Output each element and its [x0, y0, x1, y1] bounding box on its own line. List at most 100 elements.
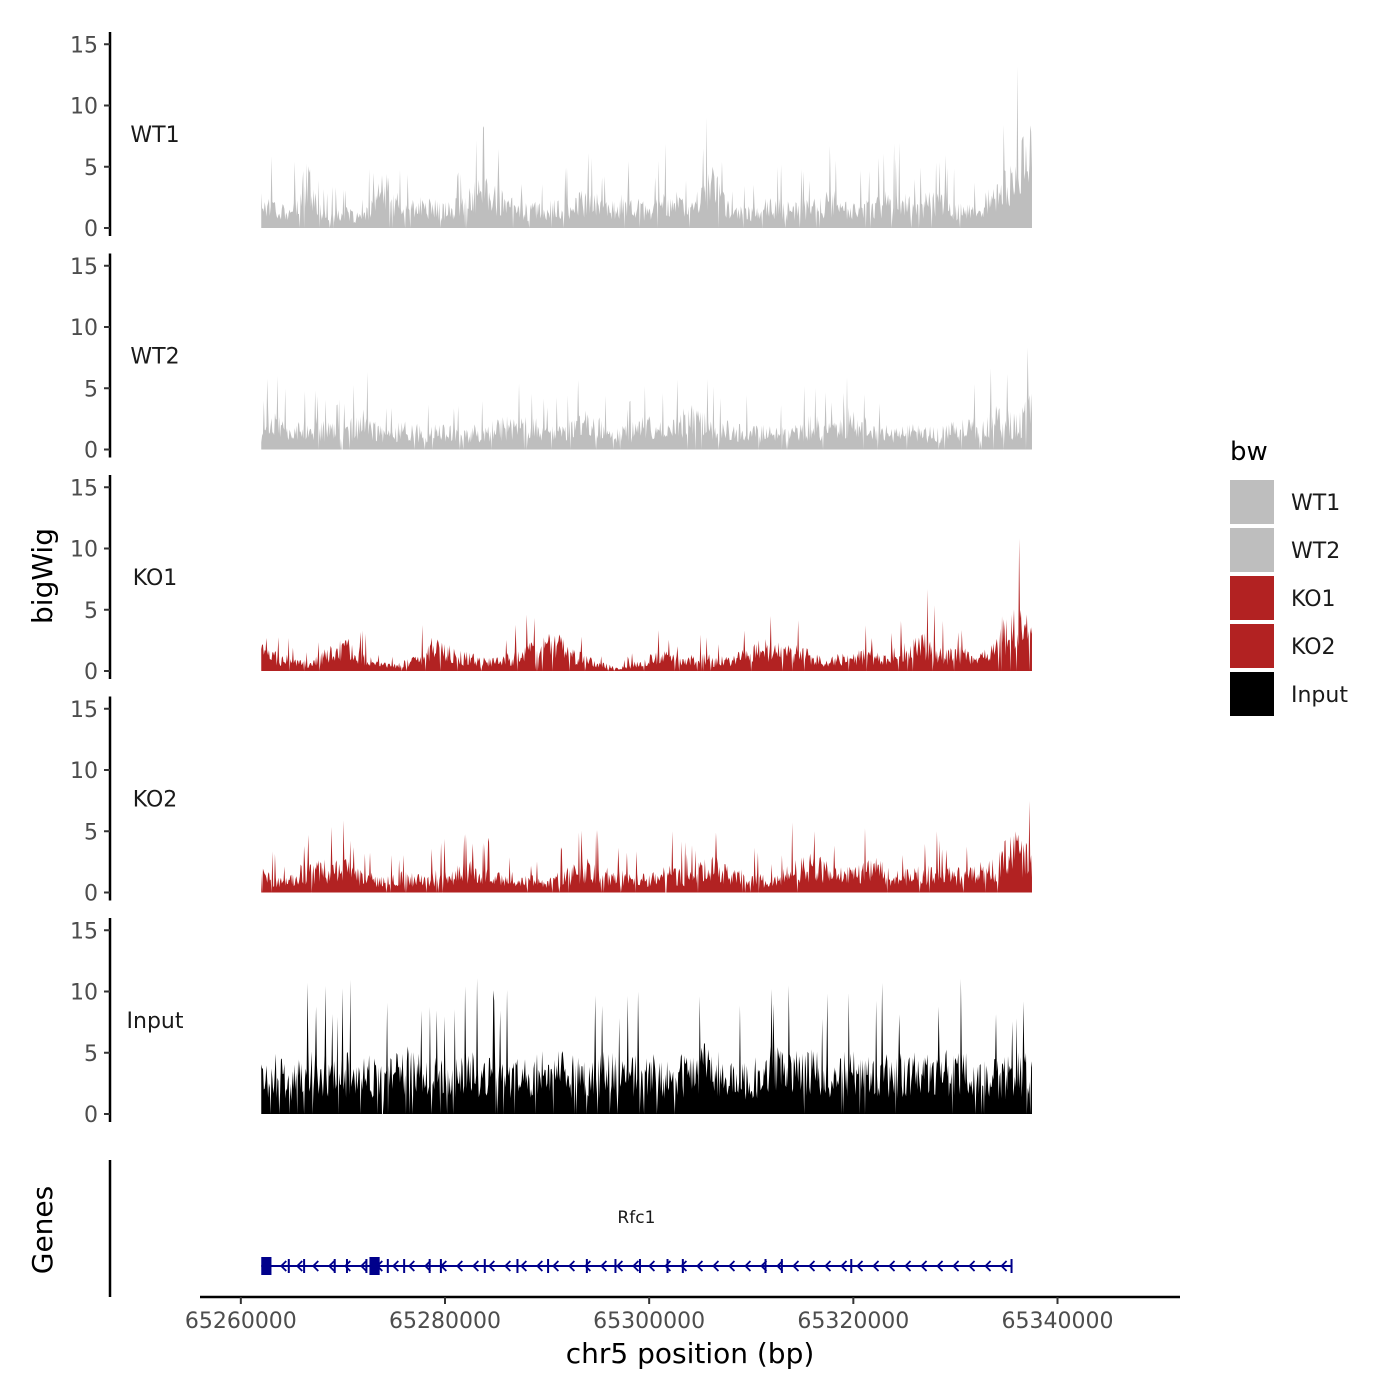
- strand-arrow: [792, 1260, 800, 1272]
- track-label: WT2: [130, 345, 179, 370]
- y-tick-label: 15: [70, 919, 98, 944]
- x-tick-label: 65340000: [1002, 1309, 1114, 1334]
- strand-arrow: [744, 1260, 752, 1272]
- legend-label-input: Input: [1291, 683, 1348, 708]
- legend-label-ko2: KO2: [1291, 635, 1336, 660]
- y-tick-label: 0: [84, 217, 98, 242]
- strand-arrow: [936, 1260, 944, 1272]
- strand-arrow: [279, 1260, 287, 1272]
- strand-arrow: [808, 1260, 816, 1272]
- legend-swatch-ko2: [1230, 624, 1274, 668]
- strand-arrow: [600, 1260, 608, 1272]
- strand-arrow: [1000, 1260, 1008, 1272]
- strand-arrow: [311, 1260, 319, 1272]
- strand-arrow: [664, 1260, 672, 1272]
- gene-panel: Rfc1: [108, 1160, 1013, 1297]
- strand-arrow: [840, 1260, 848, 1272]
- gene-exon: [261, 1257, 272, 1275]
- track-wt1: 0 5 10 15 WT1: [70, 32, 1032, 242]
- strand-arrow: [920, 1260, 928, 1272]
- gene-exon: [585, 1259, 588, 1273]
- track-label: KO2: [133, 788, 178, 813]
- strand-arrow: [327, 1260, 335, 1272]
- strand-arrow: [552, 1260, 560, 1272]
- gene-exon: [614, 1259, 617, 1273]
- y-tick-label: 5: [84, 377, 98, 402]
- strand-arrow: [680, 1260, 688, 1272]
- strand-arrow: [488, 1260, 495, 1272]
- strand-arrow: [712, 1260, 720, 1272]
- y-tick-label: 10: [70, 759, 98, 784]
- y-tick-label: 15: [70, 255, 98, 280]
- legend-swatch-input: [1230, 672, 1274, 716]
- strand-arrow: [968, 1260, 976, 1272]
- coverage-area-wt2: [261, 347, 1032, 450]
- gene-exon: [369, 1257, 380, 1275]
- track-input: 0 5 10 15 Input: [70, 918, 1032, 1128]
- strand-arrow: [824, 1260, 832, 1272]
- strand-arrow: [472, 1260, 479, 1272]
- strand-arrow: [648, 1260, 656, 1272]
- legend-label-wt2: WT2: [1291, 539, 1340, 564]
- track-label: Input: [127, 1009, 184, 1034]
- y-tick-label: 15: [70, 33, 98, 58]
- gene-exon: [547, 1259, 550, 1273]
- strand-arrow: [408, 1260, 415, 1272]
- strand-arrow: [952, 1260, 960, 1272]
- strand-arrow: [904, 1260, 912, 1272]
- legend-swatch-wt2: [1230, 528, 1274, 572]
- y-tick-label: 0: [84, 882, 98, 907]
- x-tick-label: 65320000: [797, 1309, 909, 1334]
- y-tick-label: 10: [70, 981, 98, 1006]
- gene-exon: [333, 1259, 336, 1273]
- gene-exon: [850, 1259, 853, 1273]
- legend-title: bw: [1230, 437, 1268, 467]
- strand-arrow: [456, 1260, 463, 1272]
- strand-arrow: [728, 1260, 736, 1272]
- x-tick-label: 65260000: [185, 1309, 297, 1334]
- gene-exon: [638, 1259, 641, 1273]
- coverage-tracks: 0 5 10 15 WT1 0 5 10 15 WT2 0 5 10 15 KO1 0 5 10 15 KO2 0 5 10…: [70, 32, 1032, 1128]
- legend: bw WT1 WT2 KO1 KO2 Input: [1230, 437, 1348, 716]
- gene-label: Rfc1: [617, 1208, 655, 1228]
- strand-arrow: [392, 1260, 399, 1272]
- x-tick-label: 65280000: [389, 1309, 501, 1334]
- y-tick-label: 5: [84, 820, 98, 845]
- y-tick-label: 5: [84, 599, 98, 624]
- legend-label-ko1: KO1: [1291, 587, 1336, 612]
- gene-exon: [1010, 1259, 1013, 1273]
- strand-arrow: [632, 1260, 640, 1272]
- y-tick-label: 15: [70, 698, 98, 723]
- strand-arrow: [872, 1260, 880, 1272]
- y-tick-label: 15: [70, 476, 98, 501]
- strand-arrow: [584, 1260, 592, 1272]
- gene-panel-title: Genes: [26, 1186, 59, 1274]
- strand-arrow: [888, 1260, 896, 1272]
- y-tick-label: 0: [84, 660, 98, 685]
- coverage-area-ko2: [261, 800, 1032, 893]
- strand-arrow: [696, 1260, 704, 1272]
- y-tick-label: 0: [84, 1103, 98, 1128]
- strand-arrow: [568, 1260, 576, 1272]
- y-tick-label: 5: [84, 1042, 98, 1067]
- x-axis-title: chr5 position (bp): [566, 1337, 815, 1370]
- gene-exon: [428, 1259, 431, 1273]
- y-axis-title: bigWig: [26, 528, 59, 624]
- strand-arrow: [344, 1260, 351, 1272]
- gene-exon: [780, 1259, 783, 1273]
- strand-arrow: [360, 1260, 367, 1272]
- y-tick-label: 5: [84, 156, 98, 181]
- coverage-area-wt1: [261, 66, 1032, 228]
- gene-exon: [666, 1259, 669, 1273]
- track-ko1: 0 5 10 15 KO1: [70, 475, 1032, 685]
- gene-exon: [303, 1259, 306, 1273]
- gene-exon: [365, 1259, 368, 1273]
- coverage-area-input: [261, 978, 1032, 1114]
- gene-exon: [516, 1259, 519, 1273]
- strand-arrow: [616, 1260, 624, 1272]
- y-tick-label: 10: [70, 538, 98, 563]
- x-tick-label: 65300000: [593, 1309, 705, 1334]
- legend-label-wt1: WT1: [1291, 491, 1340, 516]
- strand-arrow: [295, 1260, 303, 1272]
